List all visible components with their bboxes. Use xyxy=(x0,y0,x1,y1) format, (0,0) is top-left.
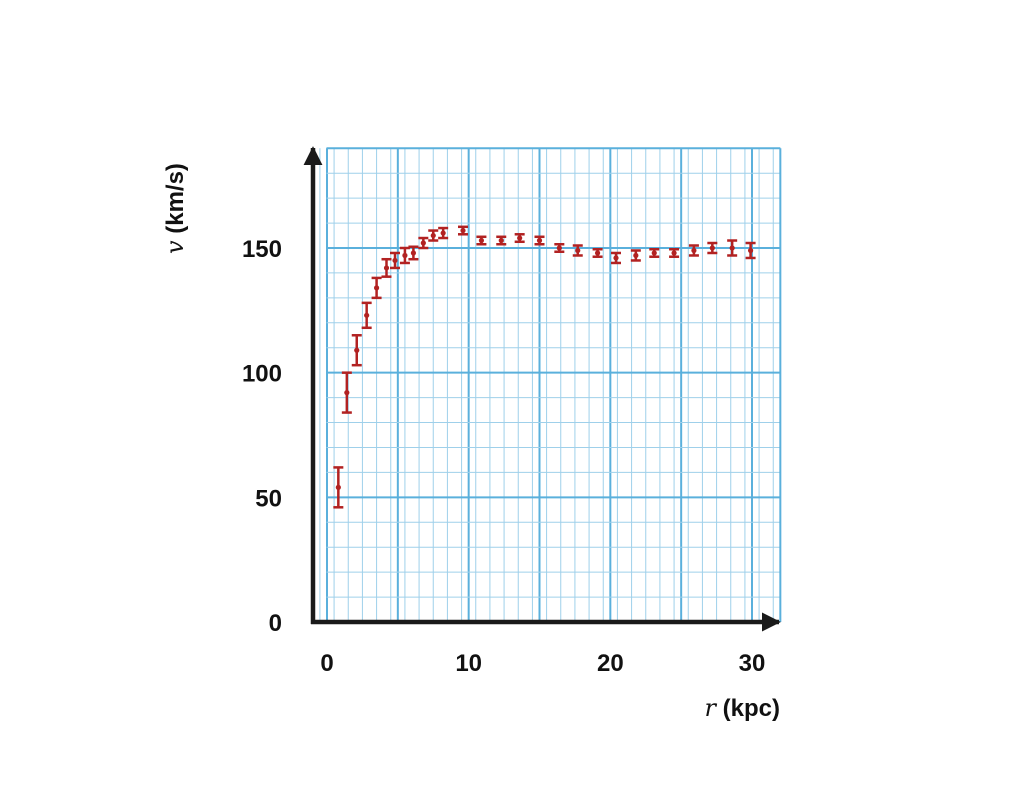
data-point xyxy=(361,301,372,330)
point-marker xyxy=(729,245,735,251)
point-marker xyxy=(344,390,350,396)
point-marker xyxy=(383,265,390,271)
data-point xyxy=(399,246,410,265)
data-point xyxy=(688,244,699,257)
data-point xyxy=(351,334,362,367)
point-marker xyxy=(671,250,677,256)
data-point xyxy=(534,235,545,246)
data-point xyxy=(592,247,603,258)
data-point xyxy=(341,371,352,414)
x-tick-label: 20 xyxy=(597,650,624,677)
data-point xyxy=(554,243,565,253)
data-point xyxy=(381,257,392,278)
point-marker xyxy=(364,312,370,318)
point-marker xyxy=(402,252,408,259)
point-marker xyxy=(410,250,417,256)
point-marker xyxy=(430,232,436,239)
point-marker xyxy=(536,237,543,244)
point-marker xyxy=(420,240,426,246)
data-point xyxy=(333,466,344,509)
point-marker xyxy=(747,247,754,254)
point-marker xyxy=(440,230,446,236)
data-point xyxy=(438,226,449,240)
data-point xyxy=(371,276,382,300)
data-point xyxy=(458,225,468,236)
data-points xyxy=(333,225,756,509)
point-marker xyxy=(613,255,619,261)
data-point xyxy=(611,251,621,265)
point-marker xyxy=(354,347,360,353)
data-point xyxy=(630,249,641,262)
y-axis-label: v (km/s) xyxy=(161,163,189,254)
y-axis-variable: v xyxy=(161,240,189,254)
point-marker xyxy=(498,237,504,244)
point-marker xyxy=(556,245,562,251)
data-point xyxy=(572,244,583,257)
point-marker xyxy=(633,252,639,259)
data-point xyxy=(476,235,487,246)
tick-labels: 0 10 20 30 0 50 100 150 xyxy=(242,236,765,677)
data-point xyxy=(390,251,400,270)
x-tick-label: 0 xyxy=(320,650,333,677)
x-tick-label: 30 xyxy=(739,650,766,677)
y-tick-label: 150 xyxy=(242,236,282,263)
point-marker xyxy=(373,285,380,291)
data-point xyxy=(418,236,429,250)
data-point xyxy=(514,233,525,244)
data-point xyxy=(669,247,680,258)
data-point xyxy=(496,235,507,246)
point-marker xyxy=(709,245,715,251)
axes xyxy=(303,146,781,632)
point-marker xyxy=(575,247,581,254)
y-tick-label: 100 xyxy=(242,361,282,388)
grid xyxy=(319,147,782,622)
data-point xyxy=(707,241,718,255)
point-marker xyxy=(392,257,398,264)
point-marker xyxy=(517,235,523,241)
y-tick-label: 50 xyxy=(255,485,282,512)
y-axis-unit: (km/s) xyxy=(162,163,189,240)
x-tick-label: 10 xyxy=(455,650,482,677)
y-tick-label: 0 xyxy=(269,610,282,637)
point-marker xyxy=(460,227,466,234)
data-point xyxy=(649,247,660,258)
data-point xyxy=(745,241,756,260)
x-axis-variable: r xyxy=(705,694,718,722)
point-marker xyxy=(651,250,657,256)
point-marker xyxy=(691,247,697,254)
x-axis-unit: (kpc) xyxy=(716,695,780,722)
data-point xyxy=(428,229,439,242)
x-axis-label: r (kpc) xyxy=(705,694,781,722)
point-marker xyxy=(478,237,485,244)
point-marker xyxy=(594,250,601,256)
point-marker xyxy=(335,484,341,490)
data-point xyxy=(408,245,419,261)
data-point xyxy=(727,239,738,257)
